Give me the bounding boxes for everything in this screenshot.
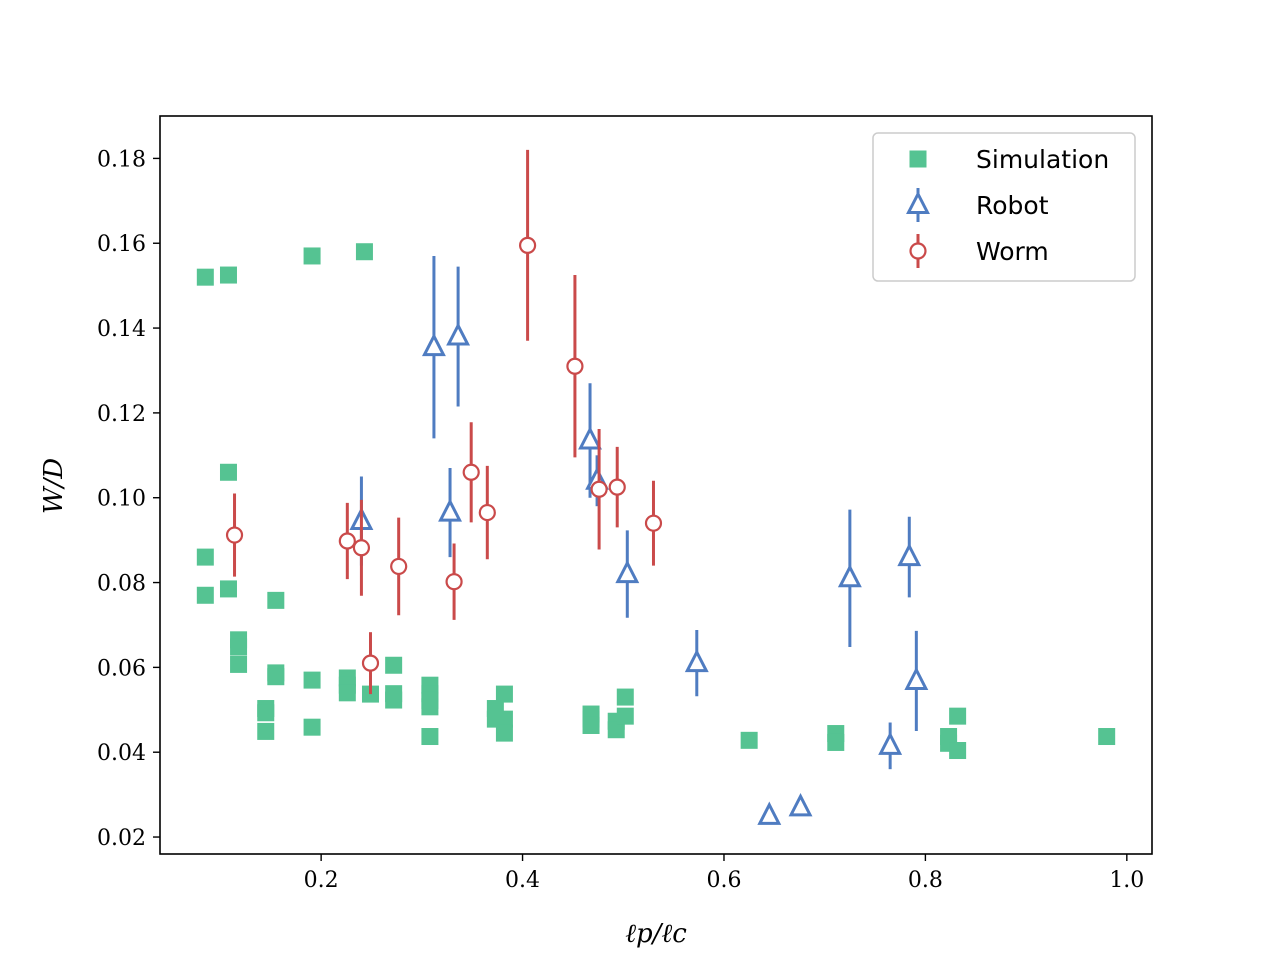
y-axis-label: W/D [39,458,69,514]
robot-point-3 [438,498,463,522]
simulation-point-48 [949,707,967,725]
simulation-point-11 [230,655,248,673]
worm-point-4 [590,480,608,498]
y-tick-label-0: 0.02 [97,826,146,851]
simulation-point-13 [267,668,285,686]
robot-point-0 [421,332,446,357]
robot-point-8 [757,801,782,825]
robot-point-7 [684,648,709,673]
worm-point-10 [390,557,408,576]
legend-robot-marker [906,190,930,214]
legend-simulation-marker [909,150,927,168]
x-axis-label: ℓp/ℓc [625,919,687,949]
robot-point-6 [615,559,640,584]
series-worm [225,149,663,695]
simulation-point-17 [257,722,275,740]
legend-robot-label: Robot [976,191,1049,220]
simulation-point-33 [495,685,513,703]
y-tick-label-1: 0.04 [97,741,146,766]
simulation-point-14 [303,671,321,689]
worm-point-8 [338,532,356,550]
x-tick-label-4: 1.0 [1109,868,1144,893]
series-simulation [196,243,1116,760]
simulation-point-25 [385,691,403,709]
y-tick-label-5: 0.12 [97,402,146,427]
legend-box [872,132,1136,282]
y-tick-label-4: 0.10 [97,487,146,512]
simulation-point-6 [196,586,214,604]
y-tick-label-8: 0.18 [97,147,146,172]
robot-point-1 [446,322,471,346]
simulation-point-43 [740,731,758,749]
worm-point-7 [225,526,244,544]
robot-point-11 [897,542,922,567]
simulation-point-8 [267,591,285,609]
y-tick-label-2: 0.06 [97,656,146,681]
legend: Simulation Robot Worm [872,132,1136,282]
simulation-point-41 [616,688,634,706]
simulation-point-7 [219,580,237,598]
simulation-point-2 [303,247,321,265]
simulation-point-29 [421,698,439,716]
simulation-point-30 [421,728,439,746]
legend-worm-marker [909,242,927,260]
simulation-point-0 [196,268,214,286]
data-marks [196,149,1116,825]
simulation-point-45 [827,733,845,751]
worm-point-11 [445,573,463,591]
robot-point-10 [837,564,862,588]
simulation-point-5 [196,548,214,566]
simulation-point-50 [1098,728,1116,746]
x-tick-label-3: 0.8 [908,868,943,893]
x-tick-label-1: 0.4 [505,868,540,893]
worm-point-2 [462,463,480,481]
worm-point-6 [644,514,663,532]
simulation-point-16 [257,704,275,722]
simulation-point-49 [949,742,967,760]
simulation-point-34 [495,710,513,728]
plot-frame [159,115,1153,855]
robot-point-13 [878,731,903,755]
simulation-point-21 [338,684,356,702]
worm-point-1 [566,357,584,375]
simulation-point-23 [385,656,403,674]
worm-point-3 [478,503,496,522]
simulation-point-3 [355,243,373,261]
legend-worm-label: Worm [976,237,1049,266]
robot-point-12 [904,666,929,690]
x-tick-label-0: 0.2 [304,868,339,893]
simulation-point-40 [607,721,625,739]
simulation-point-10 [230,638,248,656]
simulation-point-1 [219,266,237,284]
simulation-point-38 [582,716,600,734]
x-tick-label-2: 0.6 [706,868,741,893]
legend-simulation-label: Simulation [976,145,1109,174]
robot-point-4 [578,426,602,450]
worm-point-9 [352,539,371,557]
simulation-point-35 [495,724,513,742]
robot-point-9 [788,793,813,817]
simulation-point-4 [219,463,237,481]
simulation-point-42 [616,707,634,725]
y-tick-label-6: 0.14 [97,317,146,342]
simulation-point-18 [303,718,321,736]
worm-point-0 [518,236,537,254]
worm-point-12 [361,654,380,672]
worm-point-5 [608,478,626,496]
y-tick-label-7: 0.16 [97,232,146,257]
y-tick-label-3: 0.08 [97,572,146,597]
axes: 0.2 0.4 0.6 0.8 1.0 0.02 0.04 0.06 0.08 0.10 0.12 0… [97,115,1153,893]
